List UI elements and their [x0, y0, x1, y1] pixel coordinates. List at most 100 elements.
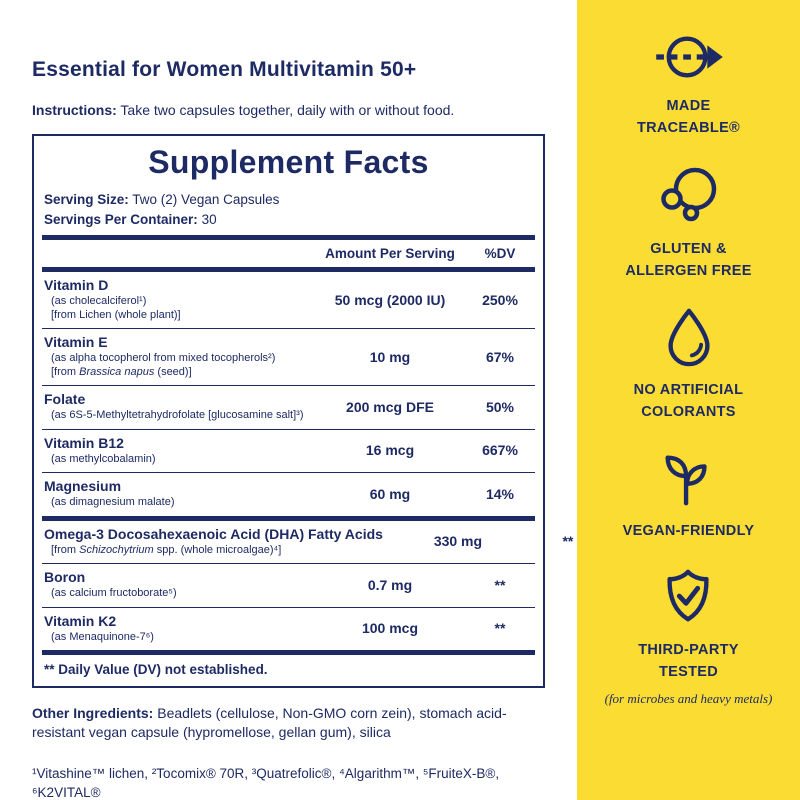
badge-subtext: (for microbes and heavy metals)	[604, 691, 773, 706]
label-content: Essential for Women Multivitamin 50+ Ins…	[32, 58, 573, 800]
badge-no-artificial-colorants: NO ARTIFICIAL COLORANTS	[623, 306, 755, 423]
serving-size-label: Serving Size:	[44, 192, 129, 207]
serving-size-value: Two (2) Vegan Capsules	[132, 192, 280, 207]
divider-thick	[42, 515, 535, 521]
nutrient-detail-line: [from Lichen (whole plant)]	[51, 308, 181, 321]
nutrient-amount: 16 mcg	[365, 442, 415, 459]
trademark-footnotes: ¹Vitashine™ lichen, ²Tocomix® 70R, ³Quat…	[32, 766, 500, 800]
nutrient-row: Omega-3 Docosahexaenoic Acid (DHA) Fatty…	[42, 521, 573, 564]
nutrient-name: Magnesium	[44, 478, 122, 494]
divider-thick	[42, 650, 535, 655]
nutrient-dv: 14%	[485, 485, 515, 502]
nutrient-details: (as Menaquinone-7⁶)	[42, 631, 315, 645]
nutrient-details: (as dimagnesium malate)	[42, 496, 315, 510]
nutrient-amount: 200 mcg DFE	[346, 398, 434, 415]
badge-label: GLUTEN & ALLERGEN FREE	[625, 241, 752, 279]
badge-label: MADE TRACEABLE®	[636, 98, 741, 136]
shield-check-icon	[667, 569, 710, 622]
badge-gluten-allergen-free: GLUTEN & ALLERGEN FREE	[623, 163, 755, 282]
instructions: Instructions: Take two capsules together…	[32, 101, 545, 119]
nutrient-details: (as 6S-5-Methyltetrahydrofolate [glucosa…	[42, 409, 315, 423]
nutrient-detail-line: (as 6S-5-Methyltetrahydrofolate [glucosa…	[51, 409, 304, 421]
nutrient-details: (as cholecalciferol¹) [from Lichen (whole…	[42, 295, 315, 322]
nutrient-detail-line: (as alpha tocopherol from mixed tocopher…	[51, 352, 276, 364]
other-ingredients-label: Other Ingredients:	[32, 705, 154, 721]
nutrient-dv: 667%	[482, 442, 518, 459]
sprout-icon	[665, 455, 708, 506]
nutrient-amount: 10 mg	[369, 348, 411, 365]
nutrient-detail-line: (as calcium fructoborate⁵)	[51, 587, 177, 599]
nutrient-name: Vitamin K2	[44, 612, 117, 629]
servings-per-container: Servings Per Container: 30	[42, 210, 535, 230]
divider-thick	[42, 235, 535, 240]
badge-label: THIRD-PARTY TESTED	[638, 642, 739, 680]
benefits-sidebar: MADE TRACEABLE® GLUTEN & ALLERGEN FREE N…	[577, 0, 800, 800]
nutrient-dv: 50%	[485, 398, 515, 415]
nutrient-row: Vitamin D (as cholecalciferol¹) [from Lic…	[42, 272, 535, 328]
nutrient-dv: 250%	[482, 291, 518, 308]
nutrient-row: Magnesium (as dimagnesium malate) 60 mg …	[42, 472, 535, 516]
nutrient-dv: **	[494, 576, 506, 593]
table-header: Amount Per Serving %DV	[42, 240, 535, 267]
nutrient-row: Boron (as calcium fructoborate⁵) 0.7 mg …	[42, 563, 535, 607]
nutrient-details: [from Schizochytrium spp. (whole microal…	[42, 544, 383, 558]
column-header-dv: %DV	[484, 246, 516, 261]
divider-thick	[42, 267, 535, 272]
nutrient-row: Vitamin B12 (as methylcobalamin) 16 mcg …	[42, 428, 535, 473]
nutrient-name: Omega-3 Docosahexaenoic Acid (DHA) Fatty…	[44, 525, 383, 542]
nutrient-name: Folate	[44, 391, 86, 407]
nutrient-name: Boron	[44, 569, 86, 585]
nutrient-details: (as methylcobalamin)	[42, 453, 315, 467]
badge-label: NO ARTIFICIAL COLORANTS	[633, 382, 744, 420]
nutrient-name: Vitamin B12	[44, 434, 124, 451]
nutrient-name: Vitamin D	[44, 277, 109, 293]
nutrient-name-block: Vitamin D (as cholecalciferol¹) [from Lic…	[42, 277, 315, 322]
nutrient-dv: 67%	[485, 348, 515, 365]
page-title: Essential for Women Multivitamin 50+	[32, 58, 417, 81]
nutrient-name-block: Folate (as 6S-5-Methyltetrahydrofolate […	[42, 391, 315, 423]
droplet-icon	[667, 308, 710, 367]
serving-size: Serving Size: Two (2) Vegan Capsules	[42, 190, 535, 210]
molecule-circles-icon	[660, 167, 716, 222]
badge-label: VEGAN-FRIENDLY	[622, 523, 755, 539]
nutrient-amount: 100 mcg	[361, 620, 419, 637]
traceable-arrow-icon	[655, 36, 723, 78]
supplement-facts-panel: Supplement Facts Serving Size: Two (2) V…	[32, 134, 573, 688]
nutrient-name-block: Vitamin E (as alpha tocopherol from mixe…	[42, 334, 315, 379]
nutrient-row: Vitamin K2 (as Menaquinone-7⁶) 100 mcg *…	[42, 606, 535, 651]
nutrient-rows-primary: Vitamin D (as cholecalciferol¹) [from Lic…	[42, 272, 535, 516]
badge-made-traceable: MADE TRACEABLE®	[623, 30, 755, 139]
nutrient-detail-line: (as dimagnesium malate)	[51, 496, 175, 508]
nutrient-detail-line: (as Menaquinone-7⁶)	[51, 630, 154, 643]
other-ingredients: Other Ingredients: Beadlets (cellulose, …	[32, 704, 545, 742]
nutrient-detail-line: (as cholecalciferol¹)	[51, 295, 147, 307]
nutrient-name-block: Magnesium (as dimagnesium malate)	[42, 478, 315, 510]
nutrient-details: (as alpha tocopherol from mixed tocopher…	[42, 352, 315, 379]
servings-per-container-value: 30	[201, 212, 217, 227]
nutrient-amount: 60 mg	[369, 485, 411, 502]
nutrient-row: Folate (as 6S-5-Methyltetrahydrofolate […	[42, 385, 535, 429]
nutrient-details: (as calcium fructoborate⁵)	[42, 587, 315, 601]
column-header-amount: Amount Per Serving	[325, 246, 455, 261]
nutrient-name-block: Boron (as calcium fructoborate⁵)	[42, 569, 315, 601]
nutrient-amount: 0.7 mg	[367, 576, 413, 593]
nutrient-amount: 50 mcg (2000 IU)	[334, 291, 446, 308]
nutrient-dv: **	[562, 533, 574, 550]
nutrient-name: Vitamin E	[44, 334, 108, 350]
nutrient-name-block: Vitamin K2 (as Menaquinone-7⁶)	[42, 613, 315, 645]
nutrient-rows-secondary: Omega-3 Docosahexaenoic Acid (DHA) Fatty…	[42, 521, 573, 651]
badge-vegan-friendly: VEGAN-FRIENDLY	[623, 447, 755, 542]
instructions-label: Instructions:	[32, 102, 117, 118]
servings-per-container-label: Servings Per Container:	[44, 212, 198, 227]
nutrient-detail-line: [from Schizochytrium spp. (whole microal…	[51, 543, 282, 556]
nutrient-detail-line: [from Brassica napus (seed)]	[51, 365, 192, 378]
nutrient-amount: 330 mg	[433, 533, 483, 550]
other-ingredients-text: Beadlets (cellulose, Non-GMO corn zein),…	[32, 705, 507, 740]
badge-third-party-tested: THIRD-PARTY TESTED (for microbes and hea…	[604, 566, 773, 707]
nutrient-detail-line: (as methylcobalamin)	[51, 452, 156, 465]
nutrient-dv: **	[494, 620, 506, 637]
nutrient-name-block: Vitamin B12 (as methylcobalamin)	[42, 435, 315, 467]
nutrient-name-block: Omega-3 Docosahexaenoic Acid (DHA) Fatty…	[42, 526, 383, 558]
instructions-text: Take two capsules together, daily with o…	[120, 102, 455, 118]
